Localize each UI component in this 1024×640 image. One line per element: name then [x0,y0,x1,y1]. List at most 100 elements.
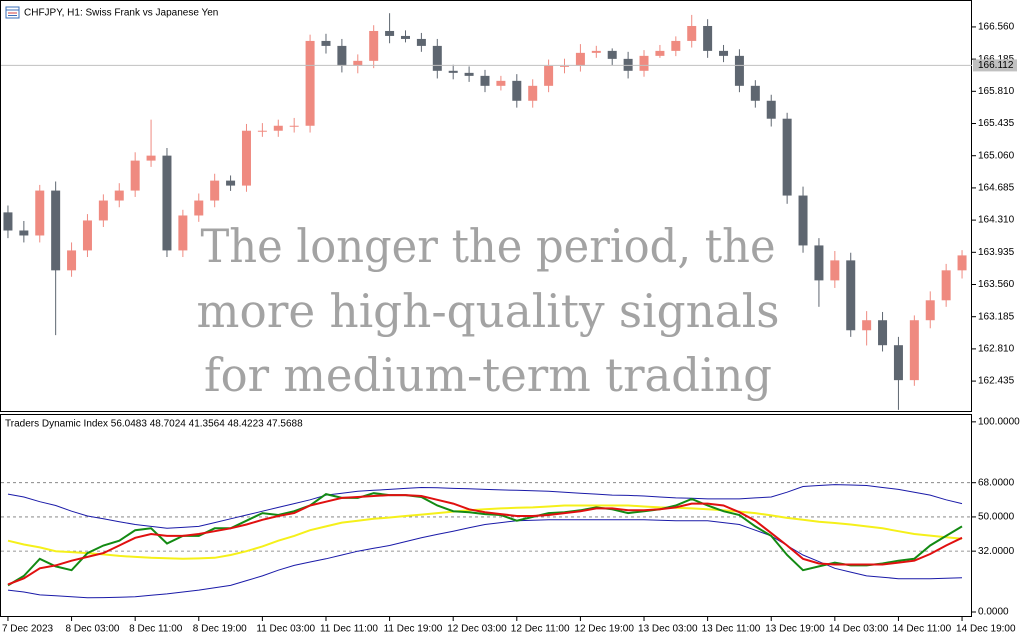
candle-body [305,40,315,126]
x-tick-label: 8 Dec 19:00 [193,624,247,635]
candle-body [655,50,665,56]
y-tick-label: 68.0000 [978,477,1015,488]
y-tick-label: 166.185 [978,54,1015,65]
candle-body [162,155,172,251]
indicator-title: Traders Dynamic Index 56.0483 48.7024 41… [5,419,303,430]
y-tick-label: 162.810 [978,344,1015,355]
candle-body [575,52,585,66]
y-tick-label: 163.560 [978,279,1015,290]
x-tick-label: 14 Dec 19:00 [956,624,1016,635]
candle-body [130,160,140,191]
overlay-text: more high-quality signals [197,284,780,338]
x-tick-label: 7 Dec 2023 [2,624,54,635]
y-tick-label: 0.0000 [978,607,1009,618]
y-tick-label: 163.185 [978,311,1015,322]
candle-body [210,180,220,201]
y-tick-label: 162.435 [978,376,1015,387]
candle-body [114,190,124,201]
symbol-icon [5,6,20,19]
candle-body [19,230,29,236]
candle-body [878,320,888,346]
current-price-tag [973,59,1017,72]
candle-body [909,320,919,381]
candle-body [369,30,379,61]
candle-body [496,80,506,86]
candle-body [734,55,744,86]
candle-body [639,55,649,71]
candle-body [512,80,522,101]
y-tick-label: 165.435 [978,118,1015,129]
candle-body [623,58,633,71]
candle-body [925,300,935,321]
candle-body [591,50,601,53]
candle-body [241,130,251,186]
candle-body [830,260,840,281]
candle-body [671,40,681,51]
candle-body [194,200,204,216]
candle-body [798,195,808,246]
x-tick-label: 8 Dec 11:00 [129,624,183,635]
y-tick-label: 50.0000 [978,512,1015,523]
candle-body [480,75,490,86]
y-tick-label: 100.0000 [978,416,1020,427]
candle-body [719,50,729,56]
overlay-text: The longer the period, the [201,219,776,273]
indicator-line [7,484,963,529]
x-tick-label: 13 Dec 03:00 [638,624,698,635]
overlay-text: for medium-term trading [204,348,772,402]
candle-body [3,212,13,231]
indicator-line [7,519,963,599]
candle-body [35,190,45,236]
chart-title: CHFJPY, H1: Swiss Frank vs Japanese Yen [24,8,218,19]
candle-body [814,245,824,281]
x-tick-label: 11 Dec 03:00 [256,624,315,635]
price-panel [0,0,972,412]
candle-body [846,260,856,331]
candle-body [321,40,331,46]
candle-body [464,72,474,76]
y-tick-label: 163.935 [978,247,1015,258]
candle-body [289,125,299,127]
candle-body [98,200,108,221]
y-tick-label: 166.560 [978,22,1015,33]
candle-body [893,345,903,381]
x-tick-label: 12 Dec 19:00 [574,624,634,635]
x-tick-label: 11 Dec 11:00 [320,624,378,635]
candle-body [750,85,760,101]
x-tick-label: 11 Dec 19:00 [384,624,443,635]
candle-body [957,255,967,271]
candle-body [257,130,267,132]
candle-body [400,35,410,39]
candle-body [337,45,347,66]
x-tick-label: 8 Dec 03:00 [66,624,120,635]
candle-body [528,85,538,101]
candle-body [416,38,426,46]
x-tick-label: 14 Dec 11:00 [892,624,951,635]
candle-body [146,155,156,161]
candle-body [432,45,442,71]
x-tick-label: 14 Dec 03:00 [829,624,889,635]
indicator-line [7,504,963,560]
candle-body [941,270,951,301]
candle-body [766,100,776,119]
current-price-label: 166.112 [978,60,1014,71]
candle-body [560,65,570,67]
candle-body [51,190,61,271]
x-tick-label: 13 Dec 11:00 [702,624,761,635]
candle-body [82,220,92,251]
indicator-panel [0,414,972,617]
candle-body [178,215,188,251]
x-tick-label: 13 Dec 19:00 [765,624,825,635]
candle-body [448,70,458,73]
candle-body [862,320,872,331]
x-tick-label: 12 Dec 11:00 [511,624,570,635]
y-tick-label: 164.685 [978,183,1015,194]
y-tick-label: 165.060 [978,150,1015,161]
candle-body [544,65,554,86]
y-tick-label: 165.810 [978,86,1015,97]
candle-body [607,50,617,59]
candle-body [226,180,236,186]
y-tick-label: 32.0000 [978,546,1015,557]
